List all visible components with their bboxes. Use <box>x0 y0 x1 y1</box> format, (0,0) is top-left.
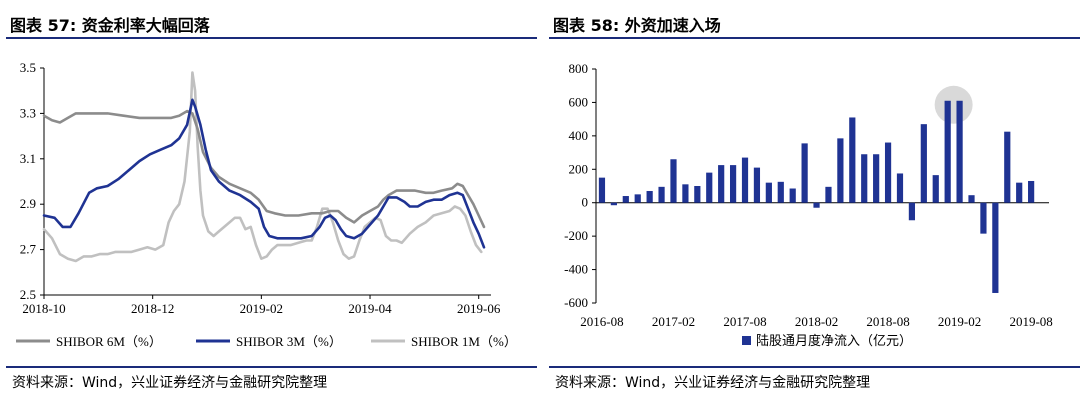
right-bar <box>813 203 819 208</box>
right-x-tick-label: 2019-02 <box>938 314 981 329</box>
left-legend-label: SHIBOR 1M（%） <box>411 334 517 349</box>
right-bar <box>623 196 629 203</box>
right-y-tick-label: 600 <box>569 94 589 109</box>
right-bar <box>956 101 962 203</box>
right-source-rule <box>549 366 1080 368</box>
left-series-line-1 <box>44 111 484 227</box>
left-x-tick-label: 2018-10 <box>22 301 65 316</box>
right-legend-swatch <box>742 336 751 345</box>
right-y-tick-label: -600 <box>564 295 588 310</box>
right-bar <box>718 165 724 203</box>
left-legend-label: SHIBOR 6M（%） <box>56 334 162 349</box>
right-bar <box>670 159 676 202</box>
right-x-tick-label: 2017-02 <box>652 314 695 329</box>
right-bar <box>909 203 915 221</box>
left-x-tick-label: 2018-12 <box>131 301 174 316</box>
right-bar <box>1016 183 1022 203</box>
right-bar <box>992 203 998 293</box>
right-bar <box>873 154 879 202</box>
right-x-tick-label: 2018-08 <box>866 314 909 329</box>
right-bar <box>933 175 939 203</box>
right-bar <box>658 187 664 203</box>
left-line-chart: 2.5 2.7 2.9 3.1 3.3 3.5 2018-10 2018-12 2019-02 2… <box>6 0 537 366</box>
right-bar <box>730 165 736 203</box>
left-x-tick-label: 2019-04 <box>348 301 392 316</box>
right-bar <box>1028 181 1034 203</box>
right-bar <box>647 191 653 203</box>
left-x-tick-label: 2019-02 <box>240 301 283 316</box>
left-chart-panel: 图表 57: 资金利率大幅回落 2.5 2.7 2.9 3.1 3.3 3.5 2018-1… <box>6 0 537 406</box>
right-legend-label: 陆股通月度净流入（亿元） <box>756 333 912 348</box>
left-source-note: 资料来源：Wind，兴业证券经济与金融研究院整理 <box>12 372 327 392</box>
right-bar <box>897 173 903 202</box>
right-bar <box>635 194 641 202</box>
right-y-tick-label: 400 <box>569 128 589 143</box>
right-bar <box>885 143 891 203</box>
right-source-note: 资料来源：Wind，兴业证券经济与金融研究院整理 <box>555 372 870 392</box>
right-bar <box>706 173 712 203</box>
right-bar <box>837 138 843 202</box>
left-y-tick-label: 3.3 <box>20 105 36 120</box>
right-y-tick-label: 200 <box>569 161 589 176</box>
left-y-tick-label: 2.5 <box>20 287 36 302</box>
right-y-tick-label: -400 <box>564 262 588 277</box>
right-x-tick-label: 2016-08 <box>580 314 623 329</box>
right-bar <box>694 186 700 203</box>
right-bar <box>1004 132 1010 203</box>
right-y-tick-label: -200 <box>564 228 588 243</box>
left-legend-label: SHIBOR 3M（%） <box>236 334 342 349</box>
right-bar <box>980 203 986 234</box>
left-y-tick-label: 3.5 <box>20 60 36 75</box>
right-bar <box>802 143 808 202</box>
left-y-tick-label: 2.7 <box>20 242 37 257</box>
right-bar <box>754 168 760 203</box>
right-bar <box>778 182 784 203</box>
right-bar <box>825 187 831 203</box>
right-bar <box>921 124 927 203</box>
right-bar <box>742 158 748 203</box>
right-highlight-circle <box>935 86 973 124</box>
right-x-tick-label: 2017-08 <box>723 314 766 329</box>
right-bar <box>968 195 974 203</box>
right-bar <box>682 184 688 202</box>
left-x-tick-label: 2019-06 <box>457 301 501 316</box>
right-x-tick-label: 2019-08 <box>1009 314 1052 329</box>
right-bar <box>861 154 867 202</box>
right-x-tick-label: 2018-02 <box>795 314 838 329</box>
right-y-tick-label: 0 <box>582 195 589 210</box>
right-bar <box>611 203 617 206</box>
left-series-line-2 <box>44 100 484 248</box>
left-y-tick-label: 2.9 <box>20 196 36 211</box>
right-bar <box>599 178 605 203</box>
left-series-line-3 <box>44 73 481 262</box>
right-bar <box>849 117 855 202</box>
right-bar <box>945 101 951 203</box>
left-y-tick-label: 3.1 <box>20 151 36 166</box>
right-chart-panel: 图表 58: 外资加速入场 800 600 400 200 0 -200 -400 -600 2… <box>549 0 1080 406</box>
right-y-tick-label: 800 <box>569 61 589 76</box>
right-bar <box>766 183 772 203</box>
right-bar <box>790 189 796 203</box>
left-source-rule <box>6 366 537 368</box>
right-bar-chart: 800 600 400 200 0 -200 -400 -600 2016-08 2017-02 2… <box>549 0 1080 366</box>
